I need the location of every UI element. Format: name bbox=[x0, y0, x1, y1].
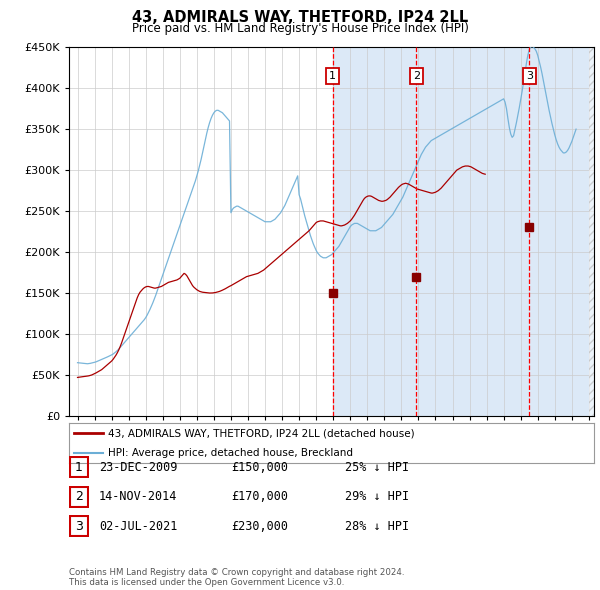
Text: £170,000: £170,000 bbox=[231, 490, 288, 503]
Text: 2: 2 bbox=[413, 71, 420, 81]
Text: 25% ↓ HPI: 25% ↓ HPI bbox=[345, 461, 409, 474]
Text: 28% ↓ HPI: 28% ↓ HPI bbox=[345, 520, 409, 533]
Text: £230,000: £230,000 bbox=[231, 520, 288, 533]
Text: 02-JUL-2021: 02-JUL-2021 bbox=[99, 520, 178, 533]
Polygon shape bbox=[589, 47, 594, 416]
Bar bbox=[589, 47, 594, 416]
Text: 3: 3 bbox=[75, 520, 83, 533]
Text: HPI: Average price, detached house, Breckland: HPI: Average price, detached house, Brec… bbox=[109, 448, 353, 458]
Text: 29% ↓ HPI: 29% ↓ HPI bbox=[345, 490, 409, 503]
Text: 2: 2 bbox=[75, 490, 83, 503]
Text: 23-DEC-2009: 23-DEC-2009 bbox=[99, 461, 178, 474]
Text: 1: 1 bbox=[329, 71, 336, 81]
Text: £150,000: £150,000 bbox=[231, 461, 288, 474]
Text: 43, ADMIRALS WAY, THETFORD, IP24 2LL: 43, ADMIRALS WAY, THETFORD, IP24 2LL bbox=[132, 10, 468, 25]
Bar bbox=[332, 47, 416, 416]
Text: 43, ADMIRALS WAY, THETFORD, IP24 2LL (detached house): 43, ADMIRALS WAY, THETFORD, IP24 2LL (de… bbox=[109, 428, 415, 438]
Text: Contains HM Land Registry data © Crown copyright and database right 2024.
This d: Contains HM Land Registry data © Crown c… bbox=[69, 568, 404, 587]
Text: 1: 1 bbox=[75, 461, 83, 474]
Text: Price paid vs. HM Land Registry's House Price Index (HPI): Price paid vs. HM Land Registry's House … bbox=[131, 22, 469, 35]
Text: 3: 3 bbox=[526, 71, 533, 81]
Bar bbox=[529, 47, 594, 416]
Bar bbox=[416, 47, 529, 416]
Text: 14-NOV-2014: 14-NOV-2014 bbox=[99, 490, 178, 503]
